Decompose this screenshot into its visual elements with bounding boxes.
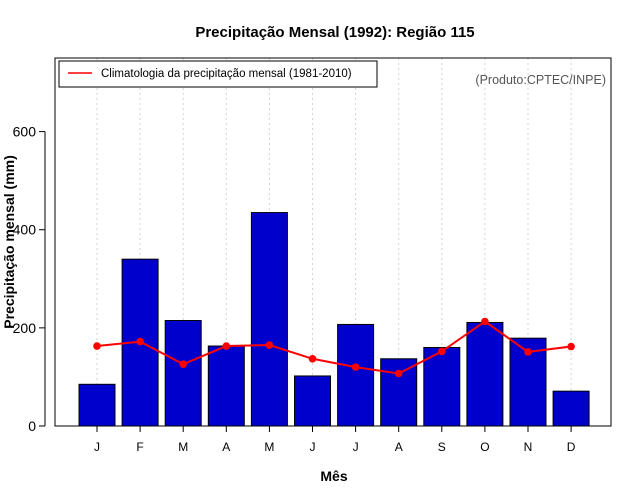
x-tick-label: M	[178, 440, 188, 454]
legend-box	[58, 60, 378, 88]
x-tick-label: A	[395, 440, 403, 454]
legend-label: Climatologia da precipitação mensal (198…	[101, 68, 352, 80]
x-tick-label: O	[480, 440, 489, 454]
climatology-line	[96, 320, 572, 375]
x-tick-label: N	[524, 440, 533, 454]
climatology-point-5	[265, 341, 274, 349]
y-tick-label: 0	[28, 418, 36, 434]
climatology-point-9	[438, 347, 446, 356]
climatology-series	[93, 317, 575, 378]
climatology-point-4	[222, 342, 231, 350]
y-tick-label: 600	[13, 124, 37, 140]
climatology-point-7	[351, 363, 360, 371]
x-tick-label: A	[222, 440, 230, 454]
y-axis-label: Precipitação mensal (mm)	[1, 155, 17, 329]
climatology-point-6	[308, 354, 317, 363]
x-tick-label: J	[94, 440, 100, 454]
climatology-point-10	[481, 317, 489, 326]
legend: Climatologia da precipitação mensal (198…	[58, 60, 378, 88]
chart-title: Precipitação Mensal (1992): Região 115	[195, 24, 474, 41]
x-tick-label: J	[310, 440, 316, 454]
y-tick-label: 400	[13, 222, 37, 238]
bar-8	[380, 358, 418, 427]
bar-5	[250, 212, 288, 427]
climatology-point-2	[136, 337, 144, 346]
bar-1	[78, 383, 116, 427]
bar-7	[337, 323, 375, 427]
climatology-point-1	[93, 342, 101, 350]
x-tick-label: M	[264, 440, 274, 454]
credit-text: (Produto:CPTEC/INPE)	[475, 73, 606, 87]
bar-3	[164, 320, 202, 427]
bar-4	[207, 345, 245, 427]
x-tick-label: S	[438, 440, 446, 454]
bar-series	[78, 212, 590, 427]
climatology-point-12	[567, 342, 575, 351]
x-tick-label: D	[567, 440, 576, 454]
x-tick-label: J	[353, 440, 359, 454]
plot-frame	[54, 57, 612, 427]
climatology-point-11	[524, 348, 532, 356]
x-tick-label: F	[136, 440, 143, 454]
x-axis-label: Mês	[320, 468, 347, 484]
bar-12	[552, 390, 590, 427]
y-axis: 0 200 400 600	[13, 124, 46, 434]
climatology-point-8	[394, 369, 403, 378]
bar-6	[294, 375, 331, 427]
bar-10	[466, 321, 504, 427]
bar-9	[423, 346, 461, 427]
y-tick-label: 200	[13, 320, 37, 336]
climatology-point-3	[179, 360, 187, 368]
